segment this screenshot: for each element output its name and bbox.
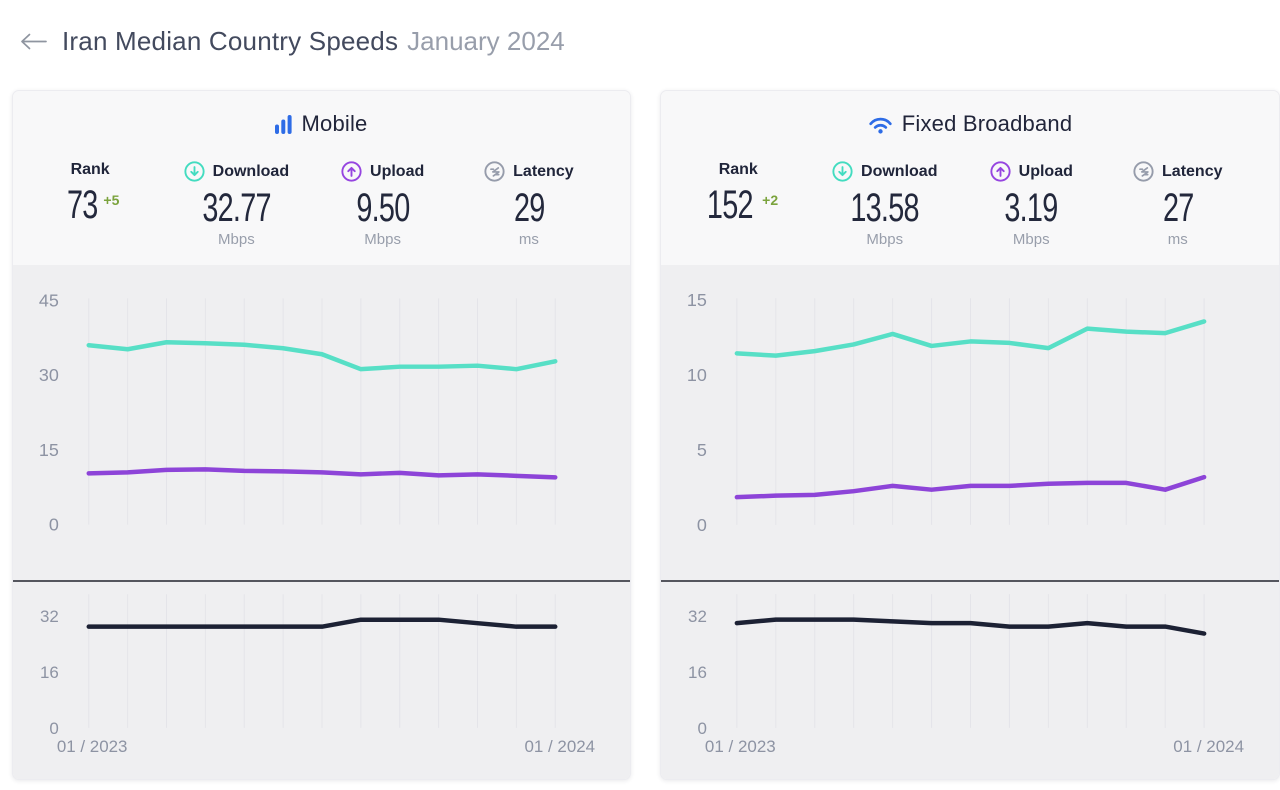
stat-download-value: 13.58 <box>850 186 920 230</box>
stat-latency-unit: ms <box>1167 231 1188 248</box>
stat-latency-unit: ms <box>518 231 539 248</box>
stat-download: Download 13.58 Mbps <box>812 161 959 254</box>
svg-text:16: 16 <box>688 663 707 682</box>
back-button[interactable] <box>20 33 47 50</box>
mobile-charts: 45 30 15 0 32 16 0 01 / 2023 01 / 2024 <box>13 265 630 779</box>
page-header: Iran Median Country Speeds January 2024 <box>20 26 565 57</box>
stat-upload-unit: Mbps <box>364 231 401 248</box>
stat-rank: Rank 73 +5 <box>17 161 163 254</box>
stat-rank-value: 73 +5 <box>66 183 120 227</box>
latency-icon <box>1133 161 1154 182</box>
svg-text:16: 16 <box>40 663 59 682</box>
latency-chart: 32 16 001 / 2023 01 / 2024 <box>688 594 1244 756</box>
svg-text:5: 5 <box>697 440 707 460</box>
rank-delta-badge: +5 <box>103 192 120 208</box>
fixed-broadband-card: Fixed Broadband Rank 152 +2 Download 13.5… <box>660 90 1280 780</box>
stat-latency-value: 27 <box>1162 186 1194 230</box>
svg-text:01 / 2023: 01 / 2023 <box>57 737 128 756</box>
stat-download-value: 32.77 <box>202 186 271 230</box>
fixed-card-title: Fixed Broadband <box>661 91 1279 137</box>
stat-download: Download 32.77 Mbps <box>163 161 309 254</box>
stat-upload-label: Upload <box>370 162 425 180</box>
rank-delta-badge: +2 <box>762 192 779 208</box>
stat-upload: Upload 9.50 Mbps <box>310 161 456 254</box>
page-title-text: Iran Median Country Speeds <box>62 26 399 56</box>
mobile-stats-row: Rank 73 +5 Download 32.77 Mbps <box>13 161 630 254</box>
download-arrow-icon <box>832 161 853 182</box>
stat-download-label: Download <box>212 162 290 180</box>
stat-latency-label: Latency <box>513 162 574 180</box>
svg-text:32: 32 <box>40 607 59 626</box>
svg-text:10: 10 <box>687 365 707 385</box>
stat-rank-label: Rank <box>70 161 110 178</box>
card-title-label: Mobile <box>301 111 368 136</box>
latency-chart: 32 16 001 / 2023 01 / 2024 <box>40 594 595 756</box>
fixed-card-head: Fixed Broadband Rank 152 +2 Download 13.5… <box>661 91 1279 265</box>
mobile-card-title: Mobile <box>13 91 630 137</box>
mobile-card: Mobile Rank 73 +5 Download 32.77 Mbps <box>12 90 631 780</box>
stat-latency-value: 29 <box>513 186 545 230</box>
card-title-label: Fixed Broadband <box>901 111 1073 136</box>
stat-upload-value: 9.50 <box>356 186 410 230</box>
stat-rank-value: 152 +2 <box>707 183 779 227</box>
svg-text:0: 0 <box>697 719 706 738</box>
stat-rank-unit <box>665 236 812 254</box>
svg-text:15: 15 <box>687 290 707 310</box>
mobile-signal-bars-icon <box>275 114 293 134</box>
chart-divider <box>13 580 630 582</box>
stat-latency: Latency 27 ms <box>1105 161 1252 254</box>
page-title: Iran Median Country Speeds January 2024 <box>62 26 565 57</box>
stat-download-unit: Mbps <box>218 231 255 248</box>
fixed-stats-row: Rank 152 +2 Download 13.58 Mbps <box>661 161 1279 254</box>
stat-latency-label: Latency <box>1162 162 1223 180</box>
stat-download-label: Download <box>861 162 938 180</box>
svg-text:01 / 2023: 01 / 2023 <box>705 737 776 756</box>
svg-text:30: 30 <box>39 365 59 385</box>
stat-upload-label: Upload <box>1018 162 1073 180</box>
stat-upload: Upload 3.19 Mbps <box>958 161 1105 254</box>
stat-rank: Rank 152 +2 <box>665 161 812 254</box>
fixed-charts: 15 10 5 0 32 16 0 01 / 2023 01 / 2024 <box>661 265 1279 779</box>
svg-text:32: 32 <box>688 607 707 626</box>
wifi-icon <box>869 117 892 134</box>
speed-chart: 15 10 5 0 <box>687 290 1207 535</box>
svg-text:01 / 2024: 01 / 2024 <box>524 737 595 756</box>
svg-text:01 / 2024: 01 / 2024 <box>1173 737 1244 756</box>
left-arrow-icon <box>21 33 47 50</box>
latency-icon <box>484 161 505 182</box>
upload-arrow-icon <box>990 161 1011 182</box>
svg-text:0: 0 <box>49 719 58 738</box>
upload-arrow-icon <box>341 161 362 182</box>
stat-download-unit: Mbps <box>866 231 904 248</box>
speed-chart: 45 30 15 0 <box>39 290 558 535</box>
stat-upload-value: 3.19 <box>1004 186 1059 230</box>
stat-upload-unit: Mbps <box>1012 231 1050 248</box>
page-period-text: January 2024 <box>407 26 565 56</box>
chart-divider <box>661 580 1279 582</box>
stat-rank-unit <box>17 236 163 254</box>
svg-text:0: 0 <box>697 515 707 535</box>
svg-text:0: 0 <box>49 515 59 535</box>
stat-latency: Latency 29 ms <box>456 161 602 254</box>
download-arrow-icon <box>184 161 205 182</box>
svg-text:15: 15 <box>39 440 59 460</box>
svg-text:45: 45 <box>39 290 59 310</box>
mobile-card-head: Mobile Rank 73 +5 Download 32.77 Mbps <box>13 91 630 265</box>
stat-rank-label: Rank <box>718 161 758 178</box>
